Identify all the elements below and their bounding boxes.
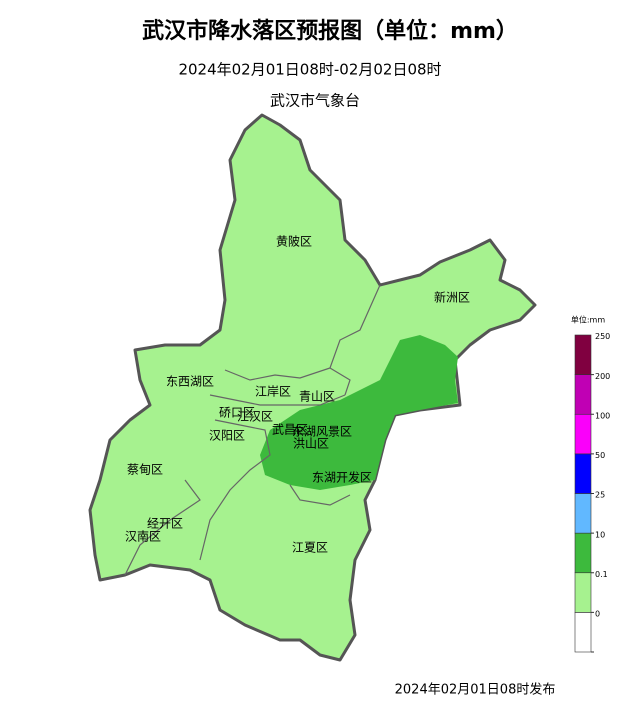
legend-swatch	[574, 572, 592, 613]
legend-swatch	[574, 493, 592, 534]
district-label: 黄陂区	[276, 234, 312, 249]
district-label: 东湖风景区	[292, 424, 352, 439]
legend-tick-label: 200	[595, 372, 610, 381]
district-label: 汉南区	[125, 529, 161, 544]
legend-swatch	[574, 413, 592, 455]
footer: 2024年02月01日08时发布	[395, 682, 556, 698]
legend-swatch	[574, 612, 592, 653]
district-label: 江汉区	[237, 410, 273, 424]
map	[88, 113, 537, 662]
district-label: 新洲区	[434, 290, 470, 305]
district-label: 江岸区	[255, 385, 291, 399]
region-dark	[260, 335, 458, 490]
district-label: 经开区	[147, 517, 183, 531]
legend-tick-label: 10	[595, 530, 605, 539]
district-label: 蔡甸区	[127, 463, 163, 477]
district-label: 江夏区	[292, 541, 328, 555]
legend-tick-label: 25	[595, 491, 605, 500]
agency: 武汉市气象台	[270, 92, 360, 110]
legend-title: 单位:mm	[571, 315, 605, 325]
district-borders	[124, 284, 381, 576]
legend-tick-label: 0.1	[595, 570, 608, 579]
district-label: 汉阳区	[209, 429, 245, 443]
district-label: 东西湖区	[166, 374, 214, 389]
district-label: 青山区	[299, 390, 335, 404]
district-label: 武昌区	[272, 423, 308, 437]
district-label: 硚口区	[219, 406, 255, 420]
legend-tick-label: 0	[595, 610, 600, 619]
legend-swatch	[574, 532, 592, 574]
legend-tick-label: 250	[595, 332, 610, 341]
legend-tick-label: 100	[595, 411, 610, 420]
region-light	[88, 113, 537, 662]
title: 武汉市降水落区预报图（单位：mm）	[142, 18, 518, 44]
legend: 单位:mm 0 0.1 10 25 50 100 200 250	[571, 315, 610, 653]
legend-swatch	[574, 334, 592, 375]
district-label: 东湖开发区	[312, 470, 372, 485]
legend-swatch	[574, 453, 592, 494]
legend-tick-label: 50	[595, 451, 605, 460]
legend-swatch	[574, 374, 592, 415]
district-label: 洪山区	[293, 437, 329, 451]
subtitle: 2024年02月01日08时-02月02日08时	[178, 61, 441, 79]
